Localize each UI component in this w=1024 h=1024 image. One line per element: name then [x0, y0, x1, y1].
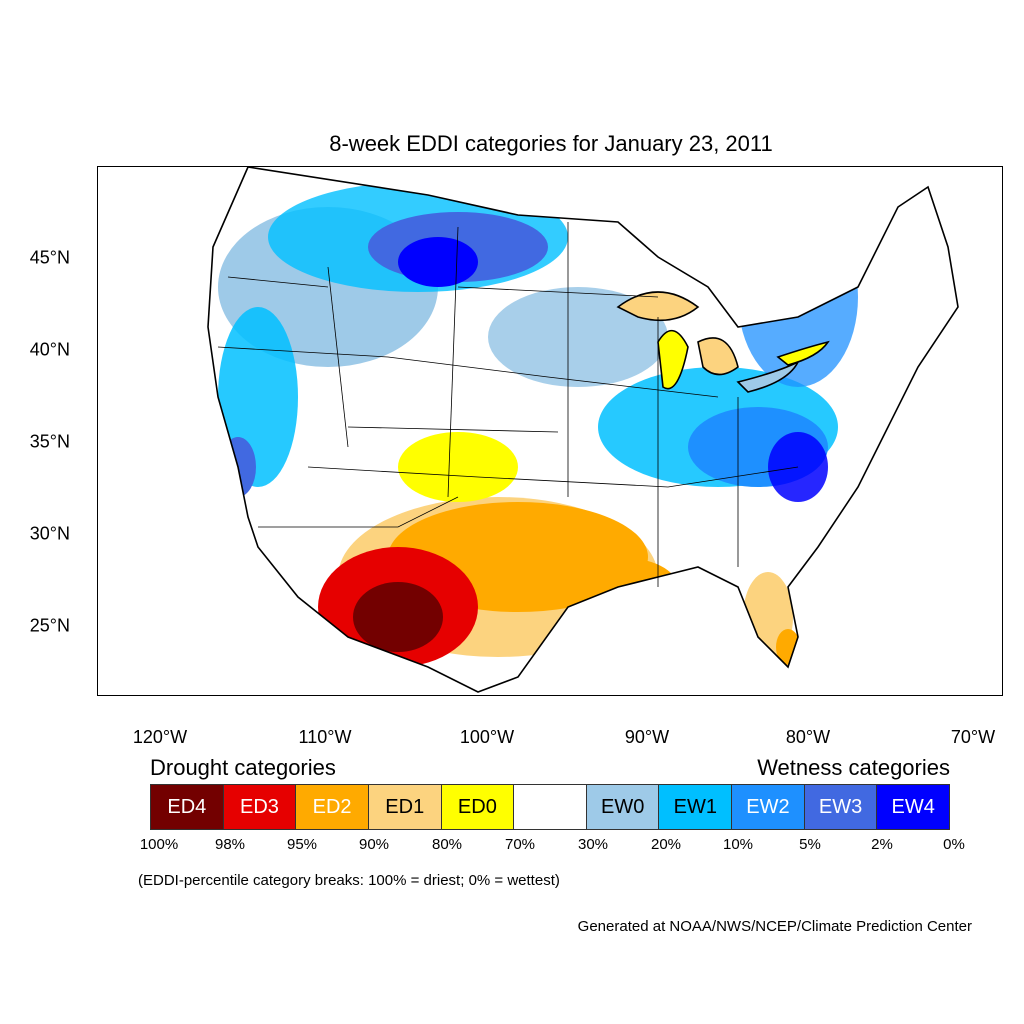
legend-cell-ew2: EW2	[732, 785, 805, 829]
lat-label-30n: 30°N	[29, 523, 70, 544]
lon-label-120w: 120°W	[132, 727, 188, 747]
percentile-label: 20%	[650, 836, 682, 853]
category-break-note: (EDDI-percentile category breaks: 100% =…	[138, 872, 560, 889]
lon-label-70w: 70°W	[950, 727, 996, 747]
percentile-label: 30%	[577, 836, 609, 853]
category-legend: ED4 ED3 ED2 ED1 ED0 EW0 EW1 EW2 EW3 EW4	[150, 784, 950, 830]
percentile-label: 100%	[139, 836, 179, 853]
credit-line: Generated at NOAA/NWS/NCEP/Climate Predi…	[577, 918, 972, 935]
wetness-categories-heading: Wetness categories	[757, 755, 950, 780]
legend-cell-ed4: ED4	[151, 785, 224, 829]
legend-cell-ed0: ED0	[441, 785, 515, 829]
legend-cell-ew1: EW1	[659, 785, 733, 829]
legend-cell-ed1: ED1	[368, 785, 442, 829]
legend-cell-ew3: EW3	[804, 785, 878, 829]
lon-label-80w: 80°W	[785, 727, 831, 747]
legend-cell-ed3: ED3	[223, 785, 297, 829]
lat-label-45n: 45°N	[29, 247, 70, 268]
percentile-label: 80%	[431, 836, 463, 853]
lon-label-110w: 110°W	[298, 727, 352, 747]
coastline-outline	[207, 167, 959, 693]
lat-label-25n: 25°N	[29, 615, 70, 636]
percentile-label: 5%	[799, 836, 821, 853]
lat-label-35n: 35°N	[29, 431, 70, 452]
percentile-label: 95%	[286, 836, 318, 853]
eddi-map	[97, 166, 1003, 696]
percentile-label: 90%	[358, 836, 390, 853]
lon-label-90w: 90°W	[624, 727, 670, 747]
legend-cell-ed2: ED2	[296, 785, 369, 829]
legend-cell-ew4: EW4	[877, 785, 950, 829]
legend-cell-normal	[514, 785, 587, 829]
state-boundaries	[217, 222, 799, 587]
lat-label-40n: 40°N	[29, 339, 70, 360]
legend-cell-ew0: EW0	[586, 785, 660, 829]
percentile-label: 10%	[722, 836, 754, 853]
eddi-map-canvas	[207, 167, 959, 693]
drought-categories-heading: Drought categories	[150, 755, 336, 780]
lon-label-100w: 100°W	[459, 727, 515, 747]
percentile-label: 2%	[871, 836, 893, 853]
percentile-label: 98%	[214, 836, 246, 853]
percentile-label: 70%	[504, 836, 536, 853]
map-title: 8-week EDDI categories for January 23, 2…	[329, 131, 773, 156]
percentile-label: 0%	[943, 836, 965, 853]
